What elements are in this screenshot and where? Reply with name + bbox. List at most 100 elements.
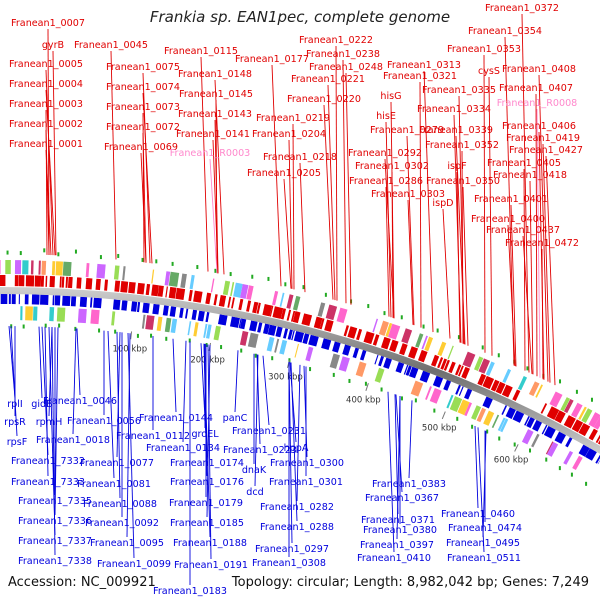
- forward-gene-label: Franean1_0074: [106, 82, 180, 93]
- genome-summary-text: Topology: circular; Length: 8,982,042 bp…: [231, 575, 589, 590]
- gc-marker: [457, 335, 460, 340]
- cog-track-inner: [25, 306, 33, 321]
- forward-leader-line: [529, 180, 534, 375]
- forward-gene-label: Franean1_0302: [355, 161, 429, 172]
- reverse-strand-gene: [275, 326, 283, 338]
- gc-marker: [302, 285, 305, 290]
- gc-marker: [400, 315, 403, 320]
- cog-track-outer: [14, 260, 22, 275]
- forward-gene-label: cysS: [478, 66, 500, 77]
- forward-leader-line: [209, 158, 218, 274]
- reverse-strand-gene: [239, 318, 247, 330]
- reverse-leader-line: [72, 328, 77, 435]
- reverse-gene-label: Franean1_0288: [260, 522, 334, 533]
- reverse-gene-label: Franean1_0231: [232, 426, 306, 437]
- forward-strand-gene: [40, 275, 45, 287]
- reverse-leader-line: [203, 343, 211, 538]
- forward-strand-gene: [563, 415, 576, 429]
- reverse-strand-gene: [89, 297, 93, 308]
- reverse-gene-label: Franean1_0460: [441, 509, 515, 520]
- reverse-strand-gene: [458, 386, 464, 396]
- forward-leader-line: [45, 149, 52, 256]
- reverse-leader-line: [290, 362, 298, 522]
- cog-track-outer: [0, 259, 1, 275]
- forward-strand-gene: [175, 287, 186, 300]
- reverse-gene-label: Franean1_0308: [252, 558, 326, 569]
- reverse-strand-gene: [229, 316, 240, 328]
- forward-strand-gene: [501, 384, 513, 398]
- forward-leader-line: [542, 143, 551, 383]
- cog-track-inner: [56, 307, 66, 322]
- forward-gene-label: Franean1_0407: [499, 83, 573, 94]
- cog-track-outer: [5, 260, 11, 275]
- forward-strand-gene: [231, 297, 235, 309]
- forward-gene-label: Franean1_0437: [486, 225, 560, 236]
- reverse-strand-gene: [565, 437, 573, 448]
- cog-track-outer: [38, 260, 41, 275]
- cog-track-inner: [497, 417, 506, 432]
- forward-strand-gene: [408, 346, 419, 359]
- reverse-strand-gene: [249, 320, 258, 332]
- reverse-strand-gene: [179, 307, 184, 318]
- forward-strand-gene: [280, 308, 287, 320]
- forward-leader-line: [342, 59, 347, 304]
- forward-strand-gene: [440, 358, 448, 370]
- forward-gene-label: Franean1_0352: [425, 140, 499, 151]
- cog-track-inner: [187, 321, 192, 336]
- cog-track-outer: [292, 295, 301, 311]
- gc-marker: [433, 408, 436, 413]
- reverse-leader-line: [482, 430, 487, 538]
- reverse-strand-gene: [374, 354, 379, 365]
- cog-track-outer: [588, 412, 600, 428]
- reverse-strand-gene: [512, 410, 525, 423]
- cog-track-outer: [528, 381, 540, 397]
- gc-marker: [513, 442, 516, 447]
- forward-strand-gene: [301, 313, 313, 327]
- forward-gene-label: Franean1_0419: [506, 133, 580, 144]
- forward-strand-gene: [0, 275, 6, 287]
- reverse-strand-gene: [408, 366, 419, 379]
- reverse-gene-label: Franean1_0018: [36, 435, 110, 446]
- reverse-strand-gene: [505, 407, 516, 419]
- forward-strand-gene: [363, 331, 375, 345]
- forward-gene-label: Franean1_0145: [179, 89, 253, 100]
- gc-marker: [214, 268, 217, 273]
- forward-strand-gene: [165, 286, 168, 298]
- forward-leader-line: [212, 139, 219, 274]
- forward-strand-gene: [455, 364, 462, 376]
- gc-marker: [481, 345, 484, 350]
- reverse-strand-gene: [405, 365, 412, 376]
- forward-strand-gene: [67, 276, 73, 289]
- reverse-leader-line: [126, 333, 131, 538]
- cog-track-inner: [77, 308, 87, 324]
- tick-mark: [441, 411, 446, 420]
- forward-strand-gene: [262, 303, 273, 317]
- gc-marker: [570, 472, 573, 477]
- forward-strand-gene: [61, 276, 65, 288]
- cog-track-inner: [266, 336, 275, 352]
- tick-mark: [365, 383, 369, 391]
- forward-strand-gene: [151, 284, 159, 297]
- reverse-leader-line: [127, 332, 135, 559]
- forward-strand-gene: [597, 439, 600, 445]
- reverse-strand-gene: [291, 330, 295, 341]
- gc-marker: [251, 274, 254, 279]
- gc-marker: [99, 255, 102, 260]
- cog-track-inner: [294, 343, 300, 358]
- gc-marker: [590, 397, 593, 402]
- reverse-strand-gene: [595, 454, 600, 464]
- reverse-gene-label: Franean1_0046: [43, 396, 117, 407]
- gc-marker: [414, 398, 417, 403]
- reverse-strand-gene: [40, 294, 49, 305]
- forward-leader-line: [335, 45, 338, 301]
- forward-leader-line: [200, 56, 209, 272]
- forward-leader-line: [140, 152, 147, 263]
- reverse-gene-label: Franean1_0077: [80, 458, 154, 469]
- forward-strand-gene: [114, 280, 121, 292]
- gc-marker: [6, 250, 9, 255]
- reverse-leader-line: [254, 354, 259, 487]
- gc-marker: [205, 342, 208, 347]
- gc-marker: [545, 457, 548, 462]
- forward-strand-gene: [120, 281, 129, 293]
